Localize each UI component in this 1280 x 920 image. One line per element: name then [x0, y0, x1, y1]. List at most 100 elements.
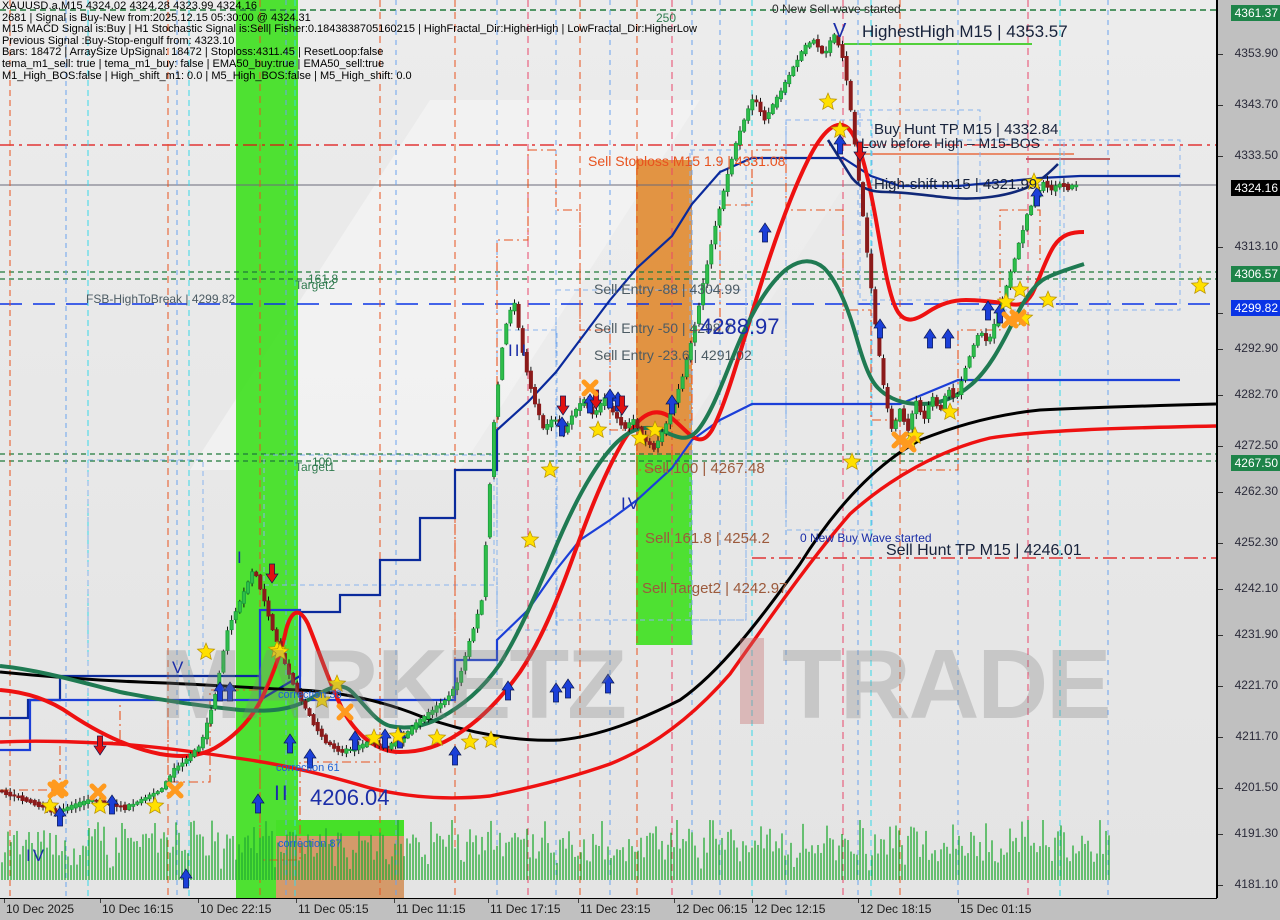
- price-tick-mark: [1218, 395, 1223, 396]
- chart-label[interactable]: 0 New Buy Wave started: [800, 531, 932, 545]
- time-tick-mark: [674, 899, 675, 903]
- price-tick-label: 4262.30: [1234, 484, 1278, 498]
- chart-label[interactable]: 100: [312, 455, 333, 469]
- price-tick-mark: [1218, 589, 1223, 590]
- price-tick-mark: [1218, 834, 1223, 835]
- chart-label[interactable]: correction 38: [278, 689, 342, 701]
- time-tick-label: 11 Dec 05:15: [298, 902, 369, 916]
- price-tick-label: 4181.10: [1234, 877, 1278, 891]
- chart-label[interactable]: 4288.97: [700, 314, 780, 339]
- chart-label[interactable]: FSB-HighToBreak | 4299.82: [86, 292, 236, 306]
- chart-label[interactable]: Target1: [295, 460, 336, 474]
- info-line-3: Bars: 18472 | ArraySize UpSignal: 18472 …: [2, 46, 384, 59]
- price-tick-mark: [1218, 446, 1223, 447]
- price-tick-label: 4211.70: [1235, 729, 1279, 743]
- price-tick-label: 4242.10: [1234, 581, 1278, 595]
- price-tick-mark: [1218, 543, 1223, 544]
- chart-label[interactable]: High-shift m15 | 4321.99: [874, 176, 1038, 193]
- price-scale[interactable]: 4353.904343.704333.504313.104303.104292.…: [1217, 0, 1280, 898]
- chart-label[interactable]: Sell 100 | 4267.48: [644, 460, 765, 477]
- chart-label[interactable]: Low before High – M15-BOS: [861, 135, 1040, 151]
- price-tick-mark: [1218, 885, 1223, 886]
- price-tick-label: 4282.70: [1234, 387, 1278, 401]
- time-tick-mark: [394, 899, 395, 903]
- price-tick-label: 4333.50: [1234, 148, 1278, 162]
- chart-label[interactable]: correction 87: [278, 838, 342, 850]
- time-tick-label: 11 Dec 17:15: [490, 902, 561, 916]
- chart-label[interactable]: Sell Stoploss M15 1.9 | 4331.08: [588, 153, 786, 169]
- chart-label[interactable]: Sell Entry -23.6 | 4291.02: [594, 347, 752, 363]
- price-tick-label: 4353.90: [1234, 46, 1278, 60]
- time-tick-mark: [100, 899, 101, 903]
- chart-label[interactable]: Target2: [295, 278, 336, 292]
- symbol-ohlc-line: XAUUSD.a,M15 4324.02 4324.28 4323.99 432…: [2, 0, 258, 12]
- chart-canvas: [0, 0, 1216, 898]
- price-tick-mark: [1218, 737, 1223, 738]
- time-tick-mark: [752, 899, 753, 903]
- info-line-1: M15 MACD Signal is:Buy | H1 Stochastic S…: [2, 23, 697, 36]
- chart-label[interactable]: correction 61: [276, 762, 340, 774]
- price-tick-label: 4343.70: [1234, 97, 1278, 111]
- price-level-badge[interactable]: 4361.37: [1230, 5, 1280, 21]
- price-tick-label: 4272.50: [1234, 438, 1278, 452]
- chart-label[interactable]: 161.8: [308, 272, 339, 286]
- price-tick-mark: [1218, 105, 1223, 106]
- time-tick-label: 12 Dec 18:15: [860, 902, 932, 916]
- time-tick-label: 11 Dec 23:15: [580, 902, 651, 916]
- chart-info-header: XAUUSD.a,M15 4324.02 4324.28 4323.99 432…: [2, 0, 697, 82]
- time-tick-mark: [488, 899, 489, 903]
- time-tick-label: 12 Dec 06:15: [676, 902, 748, 916]
- time-scale[interactable]: 10 Dec 2025 10 Dec 16:15 10 Dec 22:15 11 De…: [0, 899, 1216, 920]
- price-tick-mark: [1218, 635, 1223, 636]
- wave-marker: V: [833, 20, 849, 42]
- chart-label[interactable]: HighestHigh M15 | 4353.57: [862, 22, 1068, 41]
- time-tick-label: 15 Dec 01:15: [960, 902, 1032, 916]
- time-tick-mark: [4, 899, 5, 903]
- time-tick-label: 10 Dec 2025: [6, 902, 75, 916]
- wave-marker: I: [237, 548, 244, 567]
- price-tick-label: 4313.10: [1234, 239, 1278, 253]
- info-line-5: M1_High_BOS:false | High_shift_m1: 0.0 |…: [2, 69, 412, 82]
- price-tick-label: 4191.30: [1234, 826, 1278, 840]
- price-level-badge[interactable]: 4324.16: [1230, 180, 1280, 196]
- time-tick-mark: [578, 899, 579, 903]
- price-tick-mark: [1218, 313, 1223, 314]
- chart-label[interactable]: 0 New Sell wave started: [772, 2, 901, 16]
- chart-label[interactable]: 250: [656, 11, 677, 25]
- watermark-separator: [740, 638, 764, 724]
- price-tick-mark: [1218, 156, 1223, 157]
- wave-marker: V: [172, 658, 186, 677]
- price-tick-label: 4201.50: [1234, 780, 1278, 794]
- chart-label[interactable]: Sell 161.8 | 4254.2: [645, 530, 770, 547]
- chart-label[interactable]: Sell Entry -50 | 4298.7: [594, 320, 733, 336]
- watermark-left: MARKETZ: [160, 629, 627, 739]
- price-level-badge[interactable]: 4299.82: [1230, 300, 1280, 316]
- time-tick-mark: [296, 899, 297, 903]
- chart-label[interactable]: Buy Hunt TP M15 | 4332.84: [874, 121, 1059, 138]
- price-tick-mark: [1218, 788, 1223, 789]
- wave-marker: IV: [26, 846, 47, 865]
- price-tick-mark: [1218, 247, 1223, 248]
- time-tick-label: 12 Dec 12:15: [754, 902, 826, 916]
- chart-label[interactable]: 4206.04: [310, 785, 390, 810]
- chart-label[interactable]: Sell Target2 | 4242.97: [642, 580, 788, 597]
- info-line-4: tema_m1_sell: true | tema_m1_buy: false …: [2, 57, 385, 70]
- chart-label[interactable]: Sell Hunt TP M15 | 4246.01: [886, 542, 1082, 559]
- price-level-badge[interactable]: 4267.50: [1230, 455, 1280, 471]
- time-tick-label: 10 Dec 22:15: [200, 902, 272, 916]
- watermark-right: TRADE: [782, 629, 1112, 739]
- price-tick-label: 4231.90: [1234, 627, 1278, 641]
- time-tick-mark: [858, 899, 859, 903]
- time-tick-mark: [958, 899, 959, 903]
- info-line-2: Previous Signal :Buy-Stop-engulf from: 4…: [2, 34, 235, 47]
- price-tick-mark: [1218, 686, 1223, 687]
- price-level-badge[interactable]: 4306.57: [1230, 266, 1280, 282]
- chart-label[interactable]: Sell Entry -88 | 4304.99: [594, 281, 741, 297]
- wave-marker: II: [274, 782, 290, 805]
- chart-plot-area[interactable]: MARKETZ TRADE XAUUSD.a,M15 4324.02 4324.…: [0, 0, 1217, 899]
- price-tick-mark: [1218, 349, 1223, 350]
- time-tick-label: 10 Dec 16:15: [102, 902, 174, 916]
- info-line-0: 2681 | Signal is Buy-New from:2025.12.15…: [2, 11, 311, 24]
- time-tick-mark: [198, 899, 199, 903]
